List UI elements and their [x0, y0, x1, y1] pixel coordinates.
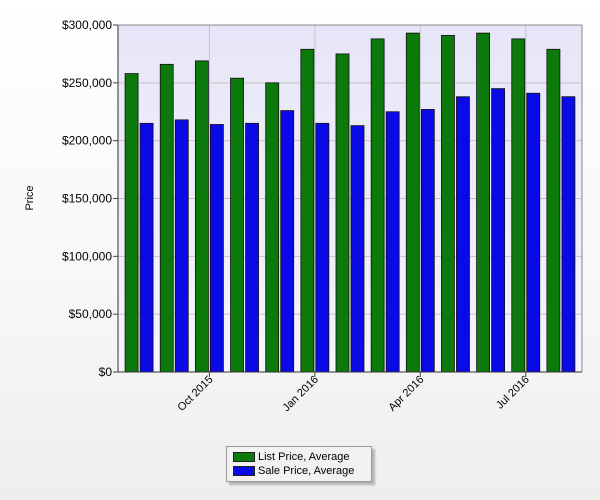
bar-list-price: Aug 2015: 258000	[124, 73, 139, 373]
y-tick-label: $50,000	[69, 307, 113, 321]
bar-sale-price: Jun 2016: 245000	[491, 88, 506, 373]
legend-label-list-price: List Price, Average	[258, 451, 350, 463]
bar-sale-price: Oct 2015: 214000	[209, 124, 224, 373]
bar-sale-price: Dec 2015: 226000	[280, 110, 295, 373]
bar-sale-price: May 2016: 238000	[456, 96, 470, 373]
bar-list-price: Apr 2016: 293000	[405, 32, 420, 373]
legend-item-list-price: List Price, Average	[233, 450, 371, 464]
x-tick-label: Jan 2016	[280, 374, 320, 414]
bar-list-price: Aug 2016: 279000	[546, 48, 561, 373]
legend-label-sale-price: Sale Price, Average	[258, 465, 355, 477]
x-tick-label: Jul 2016	[494, 374, 532, 412]
y-tick-label: $200,000	[62, 134, 112, 148]
y-tick-label: $300,000	[62, 18, 112, 32]
bar-list-price: Nov 2015: 254000	[230, 77, 244, 373]
x-tick-label: Apr 2016	[386, 374, 426, 414]
bar-list-price: May 2016: 291000	[441, 35, 455, 373]
y-tick-label: $150,000	[62, 192, 112, 206]
x-tick-label: Oct 2015	[175, 374, 215, 414]
bar-list-price: Jun 2016: 293000	[476, 32, 491, 373]
y-tick-label: $100,000	[62, 249, 112, 263]
bar-list-price: Oct 2015: 269000	[194, 60, 209, 373]
bar-sale-price: Jan 2016: 215000	[315, 122, 330, 373]
bar-list-price: Jan 2016: 279000	[300, 48, 315, 373]
bar-sale-price: Feb 2016: 213000	[350, 125, 365, 373]
bar-sale-price: Mar 2016: 225000	[385, 111, 400, 373]
bar-sale-price: Aug 2015: 215000	[139, 122, 154, 373]
bar-sale-price: Aug 2016: 238000	[561, 96, 576, 373]
legend-item-sale-price: Sale Price, Average	[233, 464, 371, 478]
legend-swatch-list-price	[233, 452, 255, 462]
legend-swatch-sale-price	[233, 466, 255, 476]
bar-list-price: Mar 2016: 288000	[370, 38, 385, 373]
bar-sale-price: Sep 2015: 218000	[174, 119, 189, 373]
legend: List Price, Average Sale Price, Average	[226, 446, 372, 482]
bar-sale-price: Nov 2015: 215000	[245, 122, 259, 373]
y-tick-label: $250,000	[62, 76, 112, 90]
y-tick-label: $0	[99, 365, 113, 379]
y-axis-title: Price	[24, 185, 36, 211]
bar-sale-price: Apr 2016: 227000	[420, 109, 435, 373]
bar-list-price: Jul 2016: 288000	[511, 38, 526, 373]
bar-sale-price: Jul 2016: 241000	[526, 92, 541, 373]
bar-list-price: Feb 2016: 275000	[335, 53, 350, 373]
bar-list-price: Sep 2015: 266000	[159, 63, 174, 373]
bar-list-price: Dec 2015: 250000	[265, 82, 280, 373]
